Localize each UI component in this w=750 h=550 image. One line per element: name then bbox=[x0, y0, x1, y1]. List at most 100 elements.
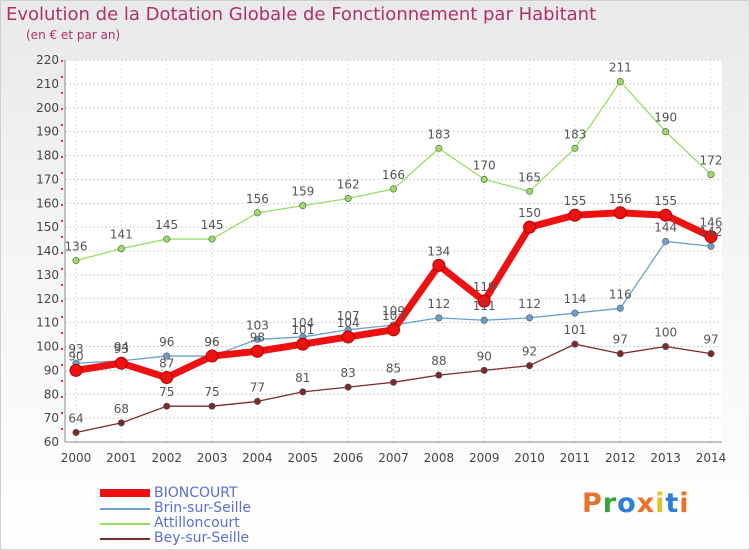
data-point bbox=[344, 383, 352, 391]
y-tick-label: 90 bbox=[44, 363, 59, 377]
data-label: 172 bbox=[700, 154, 723, 168]
data-point bbox=[616, 77, 624, 85]
data-label: 94 bbox=[114, 340, 129, 354]
data-label: 159 bbox=[291, 185, 314, 199]
data-point bbox=[571, 340, 579, 348]
x-tick-label: 2010 bbox=[514, 451, 545, 465]
data-point bbox=[662, 342, 670, 350]
x-tick-label: 2008 bbox=[424, 451, 455, 465]
data-label: 104 bbox=[337, 316, 360, 330]
data-label: 101 bbox=[563, 323, 586, 337]
data-label: 88 bbox=[431, 354, 446, 368]
data-label: 96 bbox=[204, 335, 219, 349]
data-label: 97 bbox=[613, 333, 628, 347]
y-tick-label: 70 bbox=[44, 411, 59, 425]
data-label: 165 bbox=[518, 170, 541, 184]
y-tick-label: 200 bbox=[36, 101, 59, 115]
data-label: 116 bbox=[609, 287, 632, 301]
x-tick-label: 2003 bbox=[197, 451, 228, 465]
data-label: 96 bbox=[204, 335, 219, 349]
data-label: 211 bbox=[609, 60, 632, 74]
logo-letter: t bbox=[665, 488, 680, 519]
data-point bbox=[432, 258, 446, 272]
x-tick-label: 2001 bbox=[106, 451, 137, 465]
data-point bbox=[72, 428, 80, 436]
x-tick-label: 2007 bbox=[378, 451, 409, 465]
data-point bbox=[526, 187, 534, 195]
data-label: 144 bbox=[654, 220, 677, 234]
data-point bbox=[435, 144, 443, 152]
legend-swatch bbox=[100, 523, 150, 525]
y-tick-label: 130 bbox=[36, 268, 59, 282]
legend-label: BIONCOURT bbox=[154, 485, 238, 501]
x-tick-label: 2009 bbox=[469, 451, 500, 465]
legend-swatch bbox=[100, 489, 150, 497]
data-point bbox=[344, 194, 352, 202]
x-tick-label: 2006 bbox=[333, 451, 364, 465]
data-label: 155 bbox=[654, 194, 677, 208]
x-tick-label: 2013 bbox=[650, 451, 681, 465]
data-label: 75 bbox=[204, 385, 219, 399]
x-tick-label: 2014 bbox=[696, 451, 727, 465]
data-label: 183 bbox=[427, 127, 450, 141]
y-tick-label: 110 bbox=[36, 316, 59, 330]
data-label: 92 bbox=[522, 345, 537, 359]
y-tick-label: 210 bbox=[36, 77, 59, 91]
data-label: 156 bbox=[246, 192, 269, 206]
legend-label: Bey-sur-Seille bbox=[154, 530, 250, 546]
data-point bbox=[480, 175, 488, 183]
data-label: 112 bbox=[518, 297, 541, 311]
data-label: 100 bbox=[654, 326, 677, 340]
data-label: 87 bbox=[159, 357, 174, 371]
data-label: 104 bbox=[291, 316, 314, 330]
x-tick-label: 2004 bbox=[242, 451, 273, 465]
data-label: 64 bbox=[68, 411, 83, 425]
data-point bbox=[613, 206, 627, 220]
logo-letter: o bbox=[617, 488, 637, 519]
y-tick-label: 190 bbox=[36, 125, 59, 139]
data-point bbox=[526, 362, 534, 370]
data-point bbox=[662, 237, 670, 245]
data-label: 77 bbox=[250, 380, 265, 394]
data-label: 97 bbox=[703, 333, 718, 347]
data-point bbox=[69, 363, 83, 377]
logo-letter: x bbox=[636, 488, 656, 519]
x-tick-label: 2002 bbox=[151, 451, 182, 465]
y-tick-label: 220 bbox=[36, 53, 59, 67]
data-label: 162 bbox=[337, 177, 360, 191]
logo-letter: i bbox=[679, 488, 690, 519]
data-point bbox=[707, 242, 715, 250]
data-point bbox=[659, 208, 673, 222]
data-point bbox=[480, 366, 488, 374]
data-label: 114 bbox=[563, 292, 586, 306]
data-label: 75 bbox=[159, 385, 174, 399]
y-tick-label: 160 bbox=[36, 196, 59, 210]
x-tick-label: 2000 bbox=[61, 451, 92, 465]
data-label: 68 bbox=[114, 402, 129, 416]
data-point bbox=[707, 350, 715, 358]
data-point bbox=[571, 144, 579, 152]
data-label: 183 bbox=[563, 127, 586, 141]
y-tick-label: 180 bbox=[36, 149, 59, 163]
data-label: 170 bbox=[473, 158, 496, 172]
data-label: 166 bbox=[382, 168, 405, 182]
x-tick-label: 2011 bbox=[560, 451, 591, 465]
data-point bbox=[253, 335, 261, 343]
y-tick-label: 170 bbox=[36, 172, 59, 186]
data-point bbox=[163, 402, 171, 410]
data-label: 134 bbox=[427, 244, 450, 258]
data-point bbox=[72, 257, 80, 265]
data-point bbox=[526, 314, 534, 322]
data-label: 93 bbox=[68, 342, 83, 356]
y-tick-label: 80 bbox=[44, 387, 59, 401]
logo-letter: i bbox=[655, 488, 666, 519]
legend-label: Brin-sur-Seille bbox=[154, 500, 252, 516]
data-label: 96 bbox=[159, 335, 174, 349]
data-point bbox=[117, 419, 125, 427]
x-tick-label: 2012 bbox=[605, 451, 636, 465]
data-point bbox=[296, 337, 310, 351]
y-tick-label: 150 bbox=[36, 220, 59, 234]
data-point bbox=[389, 185, 397, 193]
data-point bbox=[387, 323, 400, 337]
